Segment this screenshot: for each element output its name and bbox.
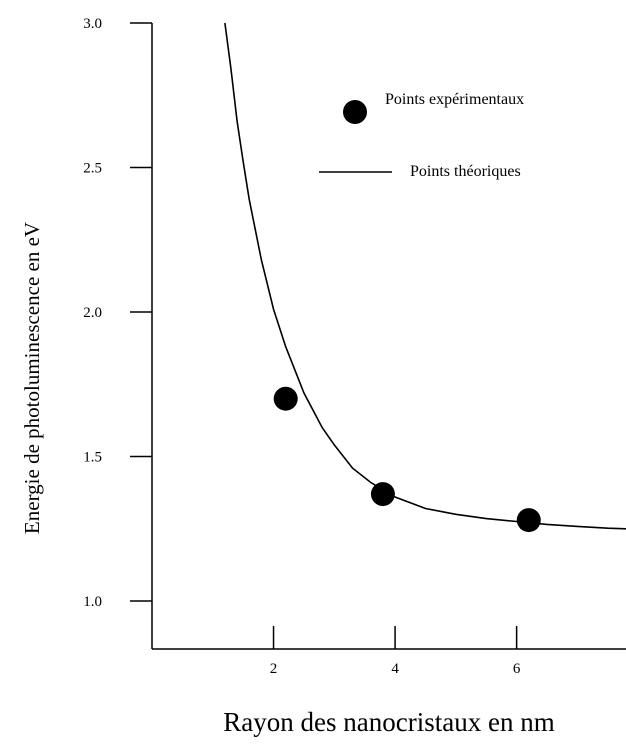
y-tick-label: 2.5	[83, 161, 102, 177]
y-tick-label: 1.0	[83, 594, 102, 610]
data-point	[370, 482, 395, 507]
x-axis-label: Rayon des nanocristaux en nm	[223, 707, 554, 737]
x-tick-label: 6	[513, 661, 521, 677]
legend-label-experimental: Points expérimentaux	[385, 91, 524, 108]
axes	[151, 23, 626, 650]
y-tick-label: 3.0	[83, 16, 102, 32]
plot-area	[224, 22, 626, 533]
x-tick-label: 2	[270, 661, 278, 677]
data-point	[516, 508, 541, 533]
legend: Points expérimentaux Points théoriques	[319, 91, 524, 180]
legend-marker-experimental	[343, 100, 367, 124]
x-tick-label: 4	[391, 661, 399, 677]
data-point	[273, 386, 298, 411]
y-ticks: 1.0 1.5 2.0 2.5 3.0	[83, 16, 152, 610]
y-axis-label: Energie de photoluminescence en eV	[20, 222, 44, 534]
y-tick-label: 1.5	[83, 450, 102, 466]
y-tick-label: 2.0	[83, 305, 102, 321]
legend-label-theoretical: Points théoriques	[410, 163, 521, 180]
x-ticks: 2 4 6	[270, 626, 521, 677]
